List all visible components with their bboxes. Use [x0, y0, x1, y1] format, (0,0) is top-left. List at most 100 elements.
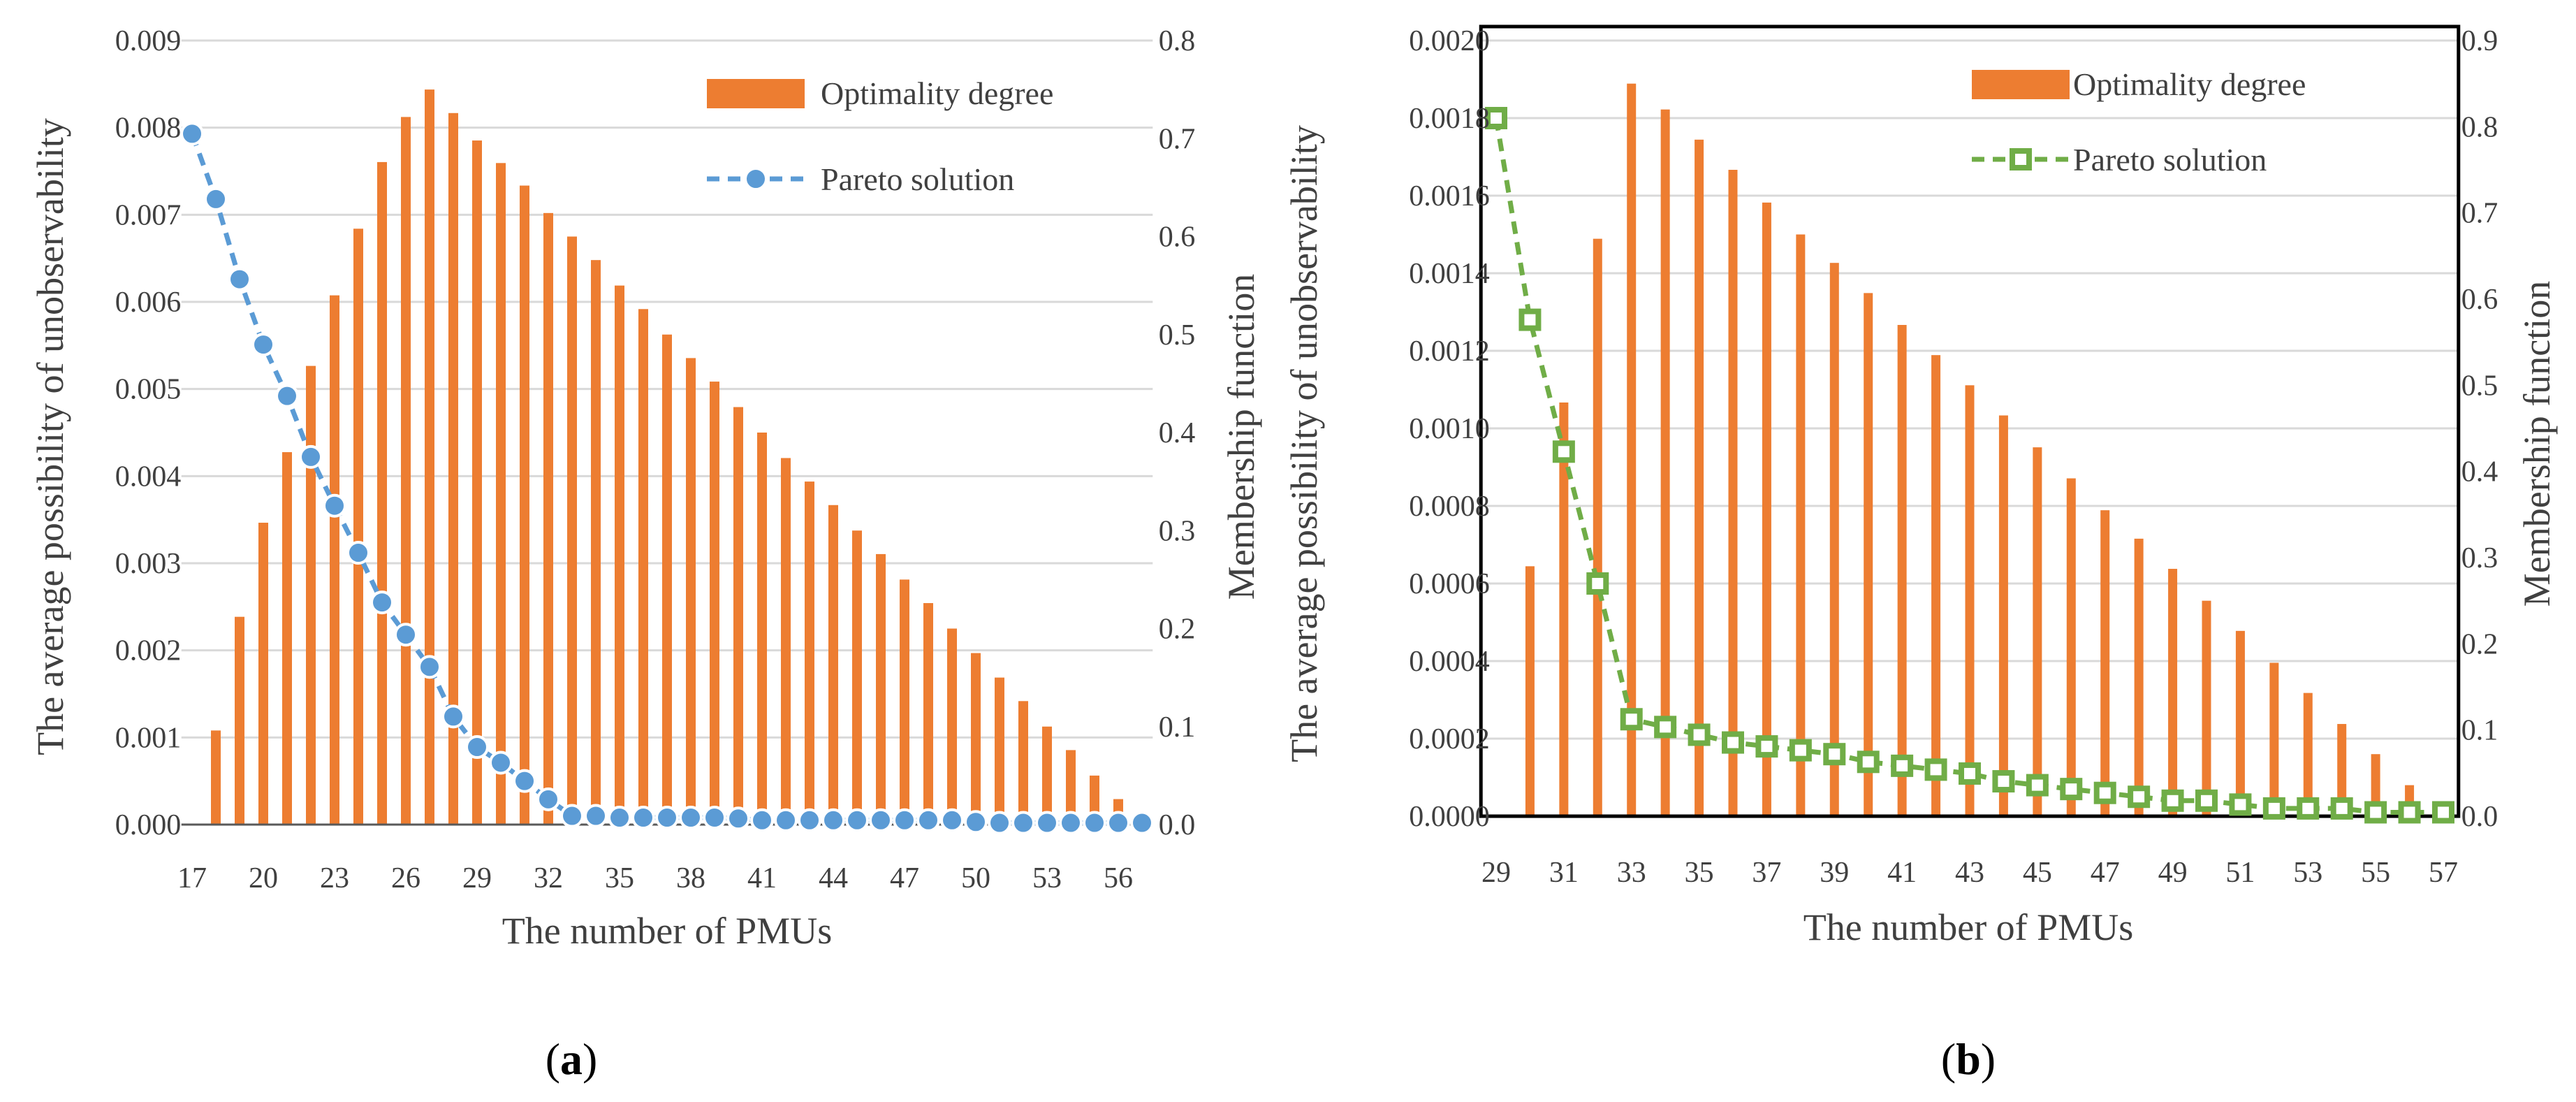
data-point — [370, 590, 394, 615]
data-point — [631, 806, 655, 830]
legend-swatch-bar — [1972, 70, 2070, 99]
y-right-tick-label: 0.1 — [2461, 715, 2498, 747]
data-point — [774, 808, 798, 832]
x-tick-label: 44 — [819, 862, 848, 894]
bar — [1931, 355, 1941, 817]
data-point — [2262, 797, 2285, 820]
x-tick-label: 29 — [462, 862, 492, 894]
y-right-axis-title: Membership function — [1220, 274, 1262, 600]
x-tick-label: 49 — [2158, 857, 2188, 889]
y-left-tick-label: 0.004 — [115, 461, 182, 493]
bar — [401, 117, 411, 825]
data-point — [1789, 739, 1812, 762]
bar — [852, 530, 862, 825]
bar — [1660, 109, 1670, 816]
bar — [1998, 415, 2008, 816]
y-left-tick-label: 0.001 — [115, 722, 182, 754]
x-tick-label: 35 — [1685, 857, 1714, 889]
data-point — [821, 808, 845, 832]
bar — [1627, 83, 1637, 817]
data-point — [655, 806, 679, 830]
data-point — [703, 806, 726, 830]
legend-label-bar: Optimality degree — [2073, 66, 2306, 102]
y-right-tick-label: 0.8 — [2461, 111, 2498, 143]
x-tick-label: 26 — [391, 862, 420, 894]
x-axis-title: The number of PMUs — [502, 910, 832, 952]
data-point — [489, 751, 513, 775]
y-left-tick-label: 0.008 — [115, 113, 182, 145]
y-right-tick-label: 0.4 — [1159, 417, 1196, 449]
legend-swatch-bar — [707, 79, 805, 108]
bar — [543, 212, 553, 825]
y-right-tick-label: 0.8 — [1159, 25, 1196, 57]
bar — [1018, 701, 1028, 825]
data-point — [584, 804, 608, 828]
data-point — [1130, 811, 1154, 835]
bar — [567, 236, 577, 825]
x-tick-label: 53 — [1032, 862, 1062, 894]
caption-a: (a) — [546, 1034, 598, 1084]
data-point — [2330, 797, 2353, 820]
bar — [425, 89, 434, 825]
y-left-tick-label: 0.0002 — [1409, 723, 1490, 755]
bar — [615, 285, 624, 825]
y-right-tick-label: 0.4 — [2461, 456, 2498, 488]
data-point — [2195, 789, 2218, 812]
y-right-tick-label: 0.9 — [2461, 25, 2498, 57]
x-tick-label: 56 — [1104, 862, 1133, 894]
y-left-tick-label: 0.009 — [115, 25, 182, 57]
data-point — [441, 704, 465, 729]
data-point — [1011, 811, 1035, 835]
bar — [781, 458, 791, 825]
series-line — [1493, 117, 2443, 815]
y-left-tick-label: 0.0018 — [1409, 103, 1490, 135]
data-point — [1552, 440, 1575, 463]
bar — [520, 185, 529, 825]
bar — [1559, 403, 1569, 816]
data-point — [1586, 572, 1609, 595]
y-right-tick-label: 0.1 — [1159, 711, 1196, 744]
y-right-tick-label: 0.7 — [2461, 198, 2498, 230]
data-point — [2398, 801, 2421, 824]
data-point — [988, 811, 1011, 835]
y-left-tick-label: 0.002 — [115, 635, 182, 667]
data-point — [346, 541, 370, 565]
data-point — [1688, 723, 1711, 746]
bar — [2202, 600, 2211, 816]
bar — [2066, 478, 2076, 816]
x-tick-label: 20 — [249, 862, 278, 894]
y-left-tick-label: 0.0020 — [1409, 25, 1490, 57]
data-point — [845, 808, 869, 832]
bar — [472, 140, 482, 825]
x-tick-label: 32 — [534, 862, 563, 894]
x-tick-label: 47 — [890, 862, 919, 894]
bar — [2033, 447, 2042, 816]
data-point — [251, 333, 275, 357]
y-left-axis-title: The average possibility of unobservabili… — [1283, 125, 1325, 762]
bar — [923, 603, 933, 825]
bar — [900, 579, 909, 825]
data-point — [536, 787, 560, 811]
y-right-tick-label: 0.2 — [2461, 628, 2498, 660]
bar — [1965, 385, 1975, 816]
bar — [2134, 538, 2144, 816]
bar — [1728, 170, 1738, 816]
bar — [2303, 693, 2313, 816]
bar — [258, 523, 268, 825]
x-tick-label: 47 — [2091, 857, 2120, 889]
bar — [1829, 263, 1839, 816]
bar — [733, 407, 743, 825]
x-tick-label: 41 — [747, 862, 777, 894]
bar — [2100, 510, 2110, 816]
bar — [1593, 238, 1602, 817]
bar — [828, 505, 838, 825]
y-left-tick-label: 0.0012 — [1409, 335, 1490, 368]
x-tick-label: 31 — [1549, 857, 1579, 889]
y-left-tick-label: 0.0006 — [1409, 568, 1490, 600]
y-right-tick-label: 0.0 — [2461, 801, 2498, 833]
data-point — [608, 806, 631, 830]
bar — [1066, 750, 1076, 825]
bar — [330, 295, 339, 825]
caption-b: (b) — [1941, 1034, 1996, 1084]
data-point — [394, 623, 418, 647]
